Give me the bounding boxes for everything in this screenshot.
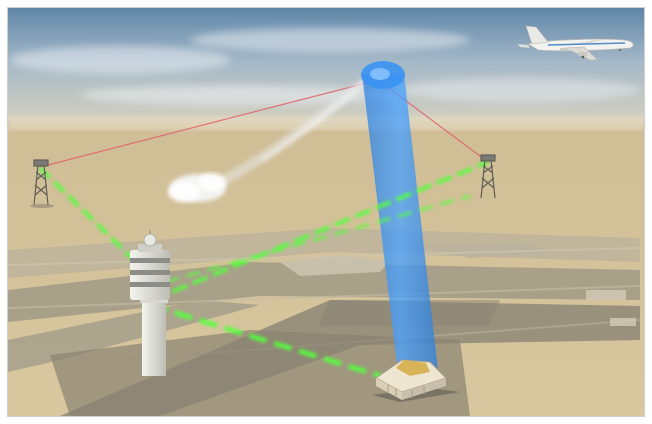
mast-shadow [30,204,54,208]
blue-beam [361,61,438,372]
image-frame [7,7,645,417]
horizon-haze [8,116,644,130]
lattice-mast-icon [33,159,49,206]
green-laser-beams [38,160,489,385]
radar-building-icon [372,359,460,402]
lattice-mast-icon [480,154,496,199]
control-tower-icon [130,230,170,376]
clouds [10,28,640,105]
smoke-plume-icon [168,78,369,202]
airplane-icon [518,25,634,61]
